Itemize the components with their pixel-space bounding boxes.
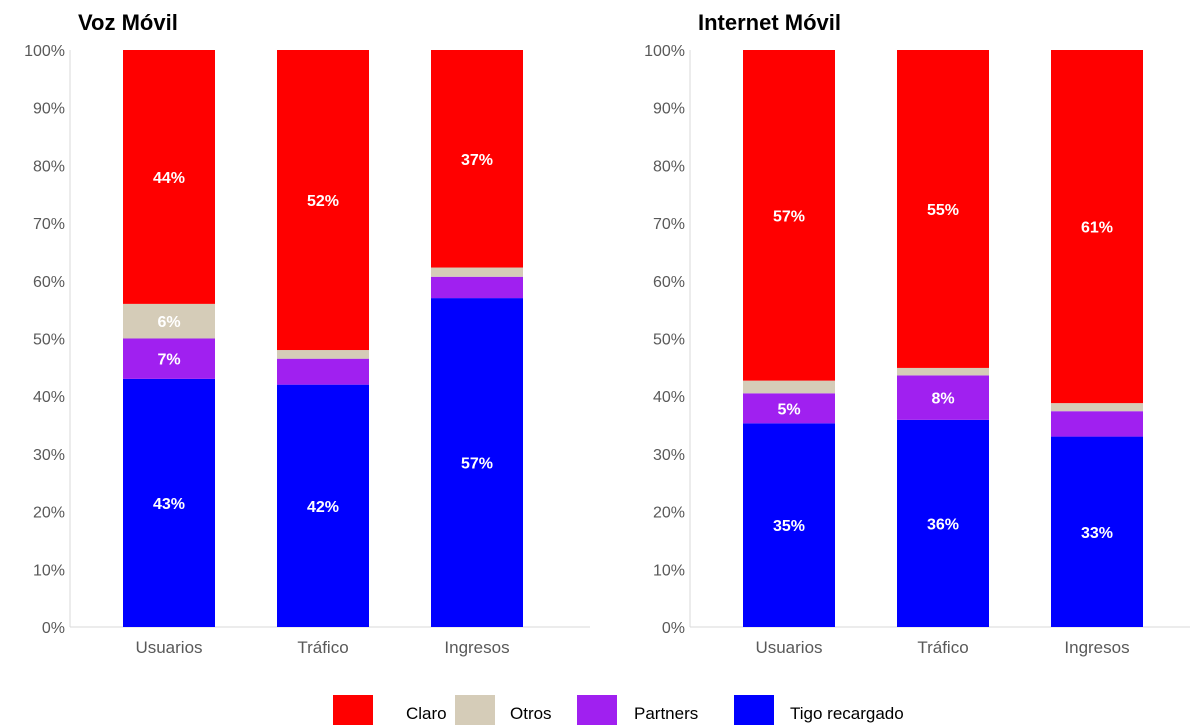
bar-otros (897, 368, 989, 376)
data-label: 33% (1081, 525, 1113, 542)
y-tick-label: 90% (33, 101, 65, 118)
legend-label-claro: Claro (406, 704, 447, 723)
chart-internet-movil: Internet Móvil 0% 10% 20% 30% 40% 50% 60% 70% 80… (644, 10, 1190, 657)
y-tick-label: 40% (653, 389, 685, 406)
y-tick-label: 20% (653, 505, 685, 522)
legend-label-partners: Partners (634, 704, 698, 723)
data-label: 52% (307, 193, 339, 210)
bar-otros (1051, 403, 1143, 411)
legend: Claro Otros Partners Tigo recargado (333, 695, 904, 725)
x-tick-label: Tráfico (917, 638, 968, 657)
legend-label-tigo-recargado: Tigo recargado (790, 704, 904, 723)
data-label: 57% (773, 208, 805, 225)
data-label: 37% (461, 152, 493, 169)
y-tick-label: 80% (653, 158, 685, 175)
y-tick-label: 40% (33, 389, 65, 406)
x-tick-label: Ingresos (444, 638, 509, 657)
data-label: 42% (307, 499, 339, 516)
data-label: 6% (157, 314, 180, 331)
y-tick-label: 20% (33, 505, 65, 522)
y-tick-label: 50% (33, 332, 65, 349)
bar-partners (277, 359, 369, 385)
data-label: 55% (927, 202, 959, 219)
y-tick-label: 10% (33, 562, 65, 579)
data-label: 35% (773, 518, 805, 535)
y-tick-label: 70% (33, 216, 65, 233)
y-tick-label: 30% (653, 447, 685, 464)
y-tick-label: 60% (33, 274, 65, 291)
data-label: 7% (157, 352, 180, 369)
y-tick-label: 100% (24, 43, 65, 60)
chart-title: Internet Móvil (698, 10, 841, 35)
x-tick-label: Usuarios (135, 638, 202, 657)
bar-partners (1051, 411, 1143, 436)
data-label: 43% (153, 496, 185, 513)
y-tick-label: 60% (653, 274, 685, 291)
bar-otros (431, 268, 523, 277)
chart-voz-movil: Voz Móvil 0% 10% 20% 30% 40% 50% 60% 70% 80% 90% 1… (24, 10, 590, 657)
legend-swatch-otros (455, 695, 495, 725)
bar-otros (277, 350, 369, 359)
x-tick-label: Ingresos (1064, 638, 1129, 657)
data-label: 57% (461, 456, 493, 473)
y-tick-label: 70% (653, 216, 685, 233)
data-label: 36% (927, 516, 959, 533)
x-tick-label: Tráfico (297, 638, 348, 657)
y-tick-label: 80% (33, 158, 65, 175)
data-label: 8% (931, 391, 954, 408)
bar-partners (431, 277, 523, 298)
chart-title: Voz Móvil (78, 10, 178, 35)
data-label: 61% (1081, 220, 1113, 237)
legend-swatch-claro (333, 695, 373, 725)
legend-swatch-partners (577, 695, 617, 725)
y-tick-label: 30% (33, 447, 65, 464)
y-tick-label: 90% (653, 101, 685, 118)
y-tick-label: 100% (644, 43, 685, 60)
x-tick-label: Usuarios (755, 638, 822, 657)
bar-otros (743, 381, 835, 394)
data-label: 44% (153, 170, 185, 187)
y-tick-label: 10% (653, 562, 685, 579)
y-tick-label: 0% (42, 620, 65, 637)
data-label: 5% (777, 401, 800, 418)
legend-swatch-tigo-recargado (734, 695, 774, 725)
y-tick-label: 0% (662, 620, 685, 637)
y-tick-label: 50% (653, 332, 685, 349)
legend-label-otros: Otros (510, 704, 552, 723)
